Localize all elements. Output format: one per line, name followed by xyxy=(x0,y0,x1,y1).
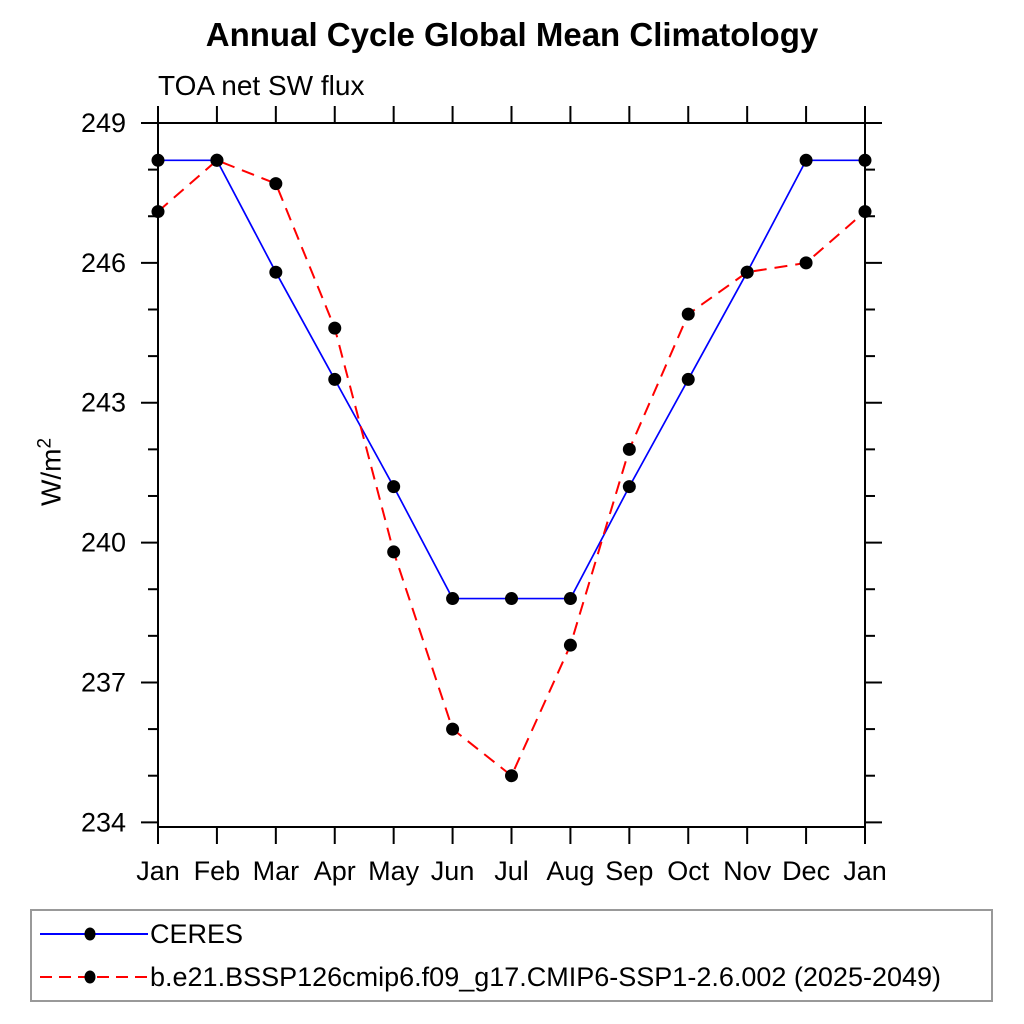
legend-swatch-dashed-line-icon xyxy=(40,970,148,984)
data-point-marker xyxy=(387,480,401,494)
legend-label-model: b.e21.BSSP126cmip6.f09_g17.CMIP6-SSP1-2.… xyxy=(150,961,942,992)
data-point-marker xyxy=(505,769,518,783)
data-point-marker xyxy=(387,545,401,559)
series-line-model xyxy=(157,159,866,778)
data-point-marker xyxy=(858,205,872,219)
y-tick-label: 234 xyxy=(81,807,126,837)
x-tick-label: Jan xyxy=(136,856,180,886)
data-point-marker xyxy=(681,307,695,321)
x-tick-label: Apr xyxy=(314,856,356,886)
data-point-marker xyxy=(446,592,460,606)
data-point-marker xyxy=(622,480,636,494)
data-point-marker xyxy=(151,205,165,219)
data-point-marker xyxy=(858,153,872,167)
x-tick-label: Sep xyxy=(605,856,653,886)
data-point-marker xyxy=(681,372,695,386)
data-point-marker xyxy=(799,153,813,167)
y-tick-label: 237 xyxy=(81,667,126,697)
data-point-marker xyxy=(622,442,636,456)
y-tick-label: 246 xyxy=(81,248,126,278)
data-point-marker xyxy=(799,256,813,270)
legend-label-ceres: CERES xyxy=(150,918,244,949)
data-point-marker xyxy=(563,638,577,652)
series-line-ceres xyxy=(158,159,865,600)
x-tick-label: Dec xyxy=(782,856,830,886)
y-tick-label: 243 xyxy=(81,388,126,418)
data-point-marker xyxy=(328,372,342,386)
x-tick-label: May xyxy=(368,856,420,886)
chart-subtitle: TOA net SW flux xyxy=(158,70,365,101)
x-tick-label: Jun xyxy=(431,856,475,886)
data-point-marker xyxy=(740,265,754,279)
data-point-marker xyxy=(328,321,342,335)
data-point-marker xyxy=(505,592,518,606)
x-tick-label: Jul xyxy=(494,856,529,886)
legend-item-ceres: CERES xyxy=(32,914,991,954)
x-tick-label: Oct xyxy=(667,856,710,886)
x-tick-label: Nov xyxy=(723,856,772,886)
y-tick-label: 249 xyxy=(81,108,126,138)
data-point-marker xyxy=(210,153,224,167)
data-point-marker xyxy=(446,722,460,736)
x-tick-label: Aug xyxy=(546,856,594,886)
legend: CERES b.e21.BSSP126cmip6.f09_g17.CMIP6-S… xyxy=(30,909,993,1002)
plot-frame xyxy=(157,122,866,828)
x-tick-label: Mar xyxy=(253,856,300,886)
data-point-marker xyxy=(269,265,283,279)
x-tick-label: Jan xyxy=(843,856,887,886)
legend-swatch-solid-line-icon xyxy=(40,927,148,941)
chart-title: Annual Cycle Global Mean Climatology xyxy=(205,16,819,53)
x-tick-label: Feb xyxy=(194,856,241,886)
data-point-marker xyxy=(151,153,165,167)
data-point-marker xyxy=(269,177,283,191)
legend-item-model: b.e21.BSSP126cmip6.f09_g17.CMIP6-SSP1-2.… xyxy=(32,957,991,997)
y-tick-label: 240 xyxy=(81,528,126,558)
data-point-marker xyxy=(563,592,577,606)
